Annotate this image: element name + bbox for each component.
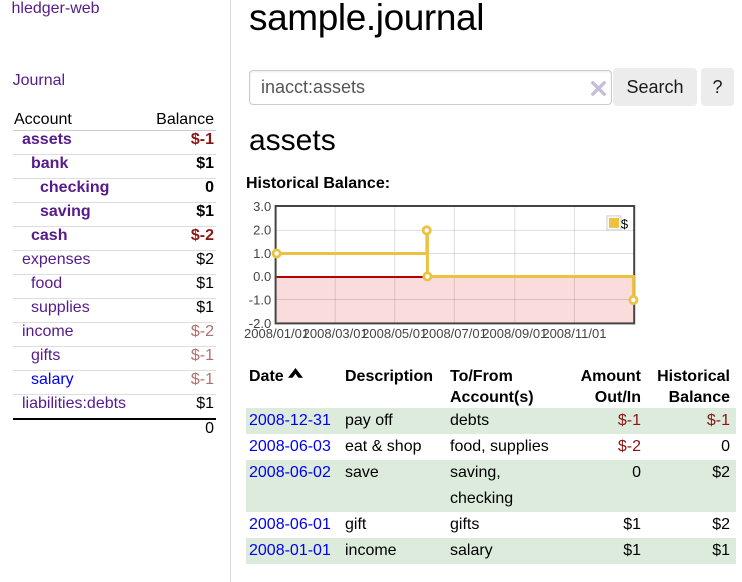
- svg-text:1.0: 1.0: [253, 246, 271, 261]
- svg-text:2008/07/01: 2008/07/01: [422, 326, 487, 341]
- svg-text:2008/03/01: 2008/03/01: [303, 326, 368, 341]
- svg-text:-1.0: -1.0: [249, 293, 271, 308]
- svg-text:2008/05/01: 2008/05/01: [362, 326, 427, 341]
- svg-text:3.0: 3.0: [253, 199, 271, 214]
- svg-text:0.0: 0.0: [253, 269, 271, 284]
- svg-text:2008/11/01: 2008/11/01: [542, 326, 606, 341]
- svg-text:2.0: 2.0: [253, 223, 271, 238]
- svg-text:$: $: [621, 217, 629, 232]
- svg-text:2008/01/01: 2008/01/01: [244, 326, 309, 341]
- svg-text:2008/09/01: 2008/09/01: [482, 326, 547, 341]
- svg-text:-2.0: -2.0: [249, 316, 271, 331]
